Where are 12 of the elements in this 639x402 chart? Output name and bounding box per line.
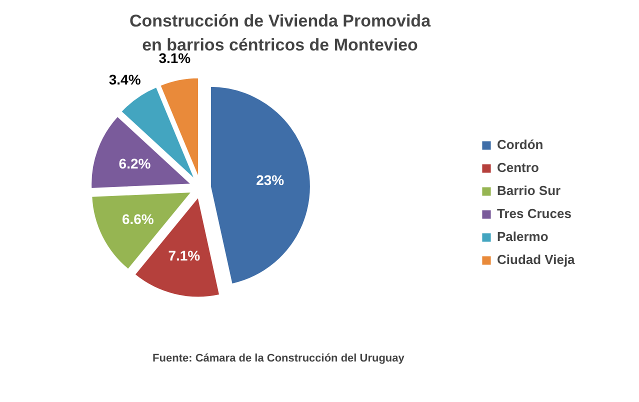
legend-label: Cordón bbox=[497, 137, 544, 152]
legend-label: Palermo bbox=[497, 229, 548, 244]
data-label: 6.2% bbox=[118, 156, 152, 172]
data-label: 6.6% bbox=[122, 210, 154, 227]
legend-label: Ciudad Vieja bbox=[497, 252, 575, 267]
data-label: 3.4% bbox=[108, 71, 142, 88]
legend-label: Barrio Sur bbox=[497, 183, 561, 198]
legend-label: Centro bbox=[497, 160, 539, 175]
data-label: 23% bbox=[256, 172, 285, 188]
data-label: 7.1% bbox=[168, 248, 201, 264]
legend-label: Tres Cruces bbox=[497, 206, 572, 221]
source-note: Fuente: Cámara de la Construcción del Uruguay bbox=[152, 352, 406, 364]
